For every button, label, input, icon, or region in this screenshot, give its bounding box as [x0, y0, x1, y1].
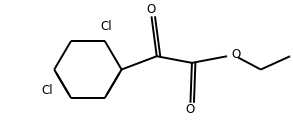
Text: O: O — [147, 3, 156, 16]
Text: O: O — [231, 48, 241, 61]
Text: Cl: Cl — [100, 20, 112, 33]
Text: O: O — [186, 103, 195, 116]
Text: Cl: Cl — [41, 84, 53, 97]
